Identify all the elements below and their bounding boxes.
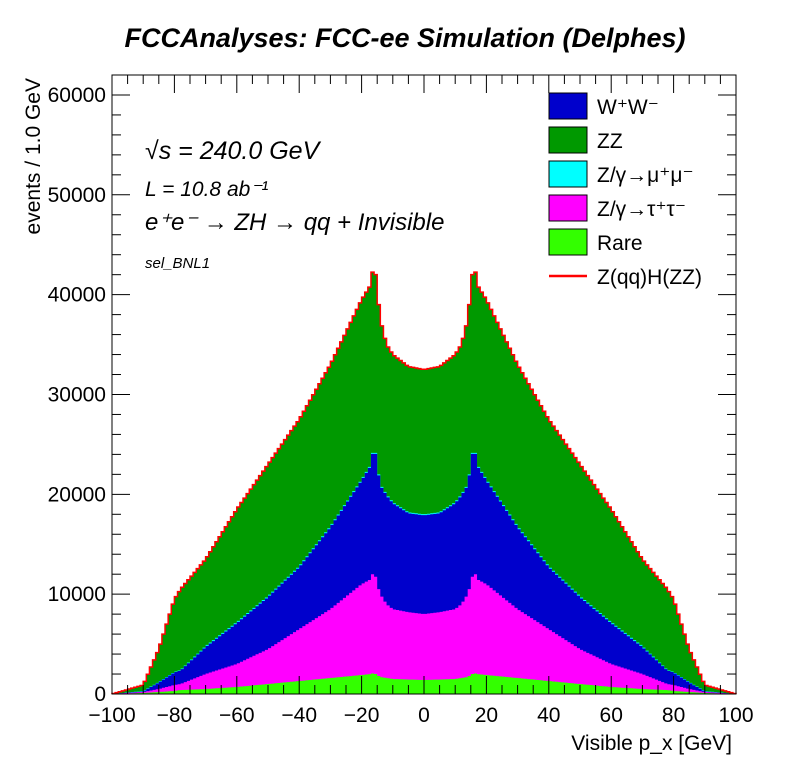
annotation-sqrt-s: √s = 240.0 GeV bbox=[145, 137, 322, 165]
legend-label-zz: ZZ bbox=[597, 130, 623, 153]
annotation-selection: sel_BNL1 bbox=[145, 255, 210, 272]
area-zz bbox=[112, 272, 736, 694]
signal-line-group bbox=[111, 271, 737, 695]
area-z bbox=[112, 574, 736, 694]
y-tick-label: 50000 bbox=[48, 184, 106, 207]
y-tick-label: 30000 bbox=[48, 383, 106, 406]
legend-label-z: Z/γ→τ⁺τ⁻ bbox=[597, 198, 686, 221]
y-tick-label: 10000 bbox=[48, 583, 106, 606]
y-tick-label: 40000 bbox=[48, 284, 106, 307]
legend-swatch-zz bbox=[548, 126, 588, 154]
x-tick-label: 0 bbox=[418, 704, 430, 727]
x-tick-label: 60 bbox=[600, 704, 623, 727]
legend-swatch-w-w bbox=[548, 92, 588, 120]
x-tick-label: −80 bbox=[157, 704, 193, 727]
legend-swatch-z bbox=[548, 160, 588, 188]
x-tick-label: −100 bbox=[88, 704, 135, 727]
x-tick-label: −40 bbox=[281, 704, 317, 727]
legend-label-rare: Rare bbox=[597, 232, 643, 255]
line-z-qq-h-zz bbox=[111, 271, 737, 695]
x-tick-label: 80 bbox=[662, 704, 685, 727]
legend-label-z-qq-h-zz: Z(qq)H(ZZ) bbox=[597, 266, 702, 289]
x-tick-label: −60 bbox=[219, 704, 255, 727]
legend-label-w-w: W⁺W⁻ bbox=[597, 96, 659, 119]
annotation-process: e⁺e⁻ → ZH → qq + Invisible bbox=[145, 209, 444, 236]
x-axis-label: Visible p_x [GeV] bbox=[571, 732, 732, 755]
y-tick-label: 60000 bbox=[48, 84, 106, 107]
legend-swatch-rare bbox=[548, 228, 588, 256]
area-w-w bbox=[112, 453, 736, 694]
x-tick-label: 100 bbox=[718, 704, 753, 727]
x-tick-label: −20 bbox=[344, 704, 380, 727]
axis-ticks: −100 −80 −60 −40 −20 0 20 40 60 80 100 0 10000 20000 3… bbox=[48, 74, 754, 727]
chart-title: FCCAnalyses: FCC-ee Simulation (Delphes) bbox=[124, 23, 685, 53]
y-axis-label: events / 1.0 GeV bbox=[22, 78, 45, 234]
legend-label-z: Z/γ→μ⁺μ⁻ bbox=[597, 164, 694, 187]
x-tick-label: 20 bbox=[475, 704, 498, 727]
y-tick-label: 20000 bbox=[48, 483, 106, 506]
legend-swatch-z bbox=[548, 194, 588, 222]
legend: W⁺W⁻ ZZ Z/γ→μ⁺μ⁻ Z/γ→τ⁺τ⁻ Rare Z(qq)H(ZZ) bbox=[548, 92, 702, 289]
x-tick-label: 40 bbox=[537, 704, 560, 727]
stacked-areas bbox=[112, 272, 736, 694]
y-tick-label: 0 bbox=[94, 683, 106, 706]
annotation-luminosity: L = 10.8 ab⁻¹ bbox=[145, 178, 268, 201]
